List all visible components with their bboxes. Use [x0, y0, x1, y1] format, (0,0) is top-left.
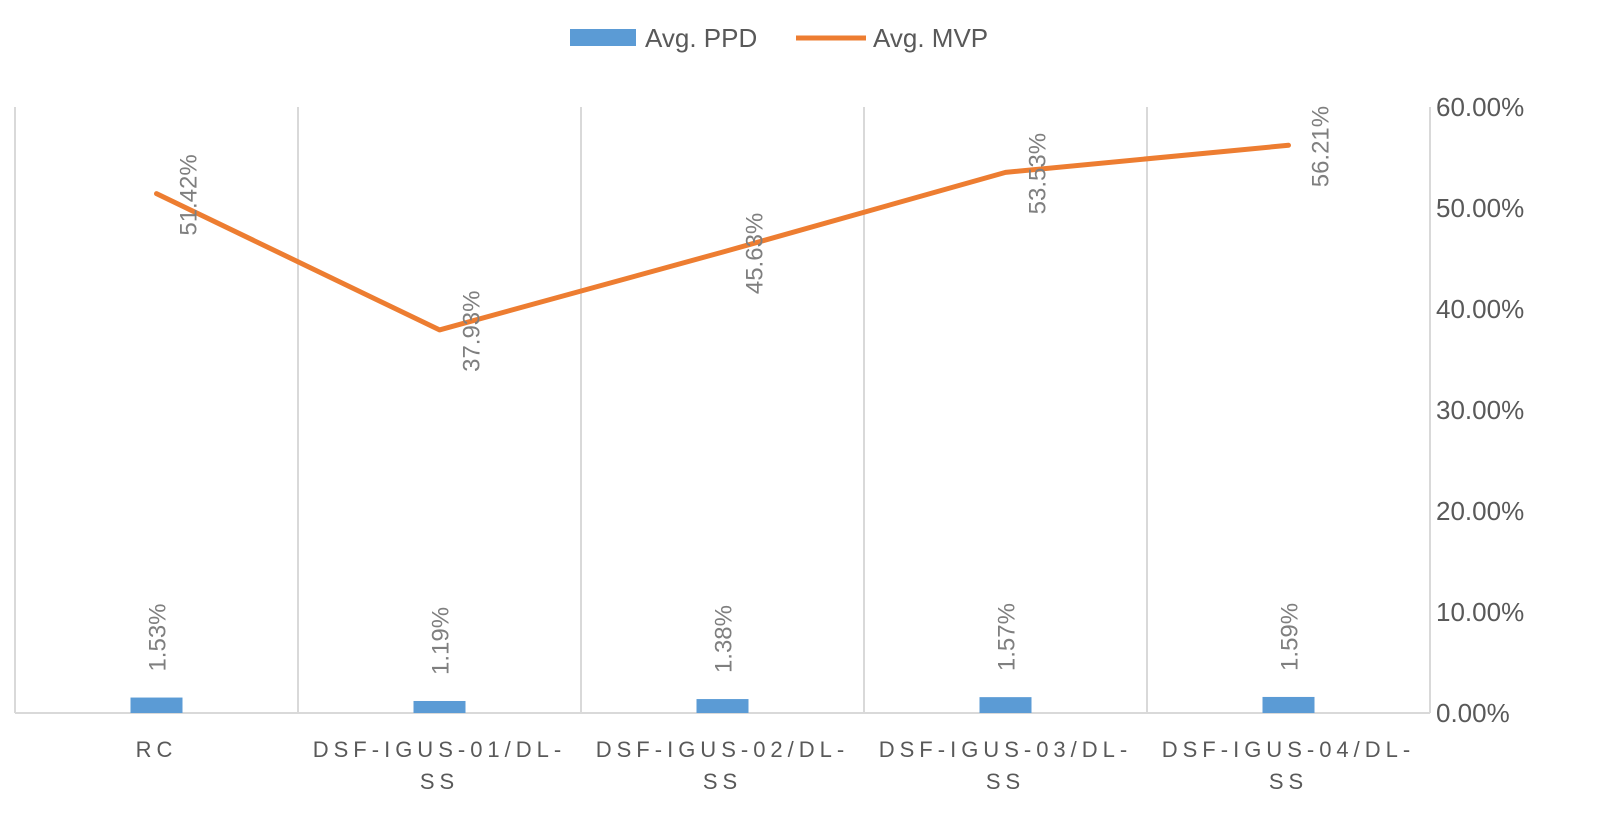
- x-category-label: SS: [420, 769, 459, 794]
- ppd-data-label: 1.53%: [145, 603, 172, 671]
- ppd-bars: [130, 696, 1315, 713]
- y-tick-label: 50.00%: [1436, 193, 1524, 223]
- ppd-data-label: 1.59%: [1277, 603, 1304, 671]
- x-category-label: SS: [1269, 769, 1308, 794]
- ppd-data-label: 1.57%: [994, 603, 1021, 671]
- mvp-line: [154, 142, 1291, 333]
- x-category-label: RC: [136, 737, 178, 762]
- x-axis: RC DSF-IGUS-01/DL- SS DSF-IGUS-02/DL- SS DSF-…: [136, 737, 1415, 794]
- ppd-bar: [130, 697, 183, 713]
- x-category-label: SS: [986, 769, 1025, 794]
- ppd-bar: [413, 700, 466, 713]
- x-category-label: DSF-IGUS-04/DL-: [1162, 737, 1415, 762]
- x-category-label: DSF-IGUS-03/DL-: [879, 737, 1132, 762]
- ppd-data-label: 1.38%: [711, 605, 738, 673]
- mvp-data-label: 45.63%: [742, 213, 769, 294]
- legend-ppd-label: Avg. PPD: [645, 23, 757, 53]
- y-tick-label: 60.00%: [1436, 92, 1524, 122]
- y-axis: 0.00% 10.00% 20.00% 30.00% 40.00% 50.00% 60.00…: [1436, 92, 1524, 728]
- y-tick-label: 10.00%: [1436, 597, 1524, 627]
- y-tick-label: 20.00%: [1436, 496, 1524, 526]
- ppd-bar: [696, 699, 749, 713]
- mvp-data-label: 56.21%: [1308, 106, 1335, 187]
- x-category-label: SS: [703, 769, 742, 794]
- legend-mvp-label: Avg. MVP: [873, 23, 988, 53]
- mvp-data-label: 51.42%: [176, 154, 203, 235]
- mvp-data-label: 37.93%: [459, 291, 486, 372]
- y-tick-label: 30.00%: [1436, 395, 1524, 425]
- category-gridlines: [14, 107, 1431, 714]
- ppd-data-label: 1.19%: [428, 607, 455, 675]
- ppd-bar: [1262, 696, 1315, 713]
- y-tick-label: 40.00%: [1436, 294, 1524, 324]
- data-labels: 1.53% 1.19% 1.38% 1.57% 1.59% 51.42% 37.93% 45.…: [145, 106, 1335, 675]
- ppd-bar: [979, 697, 1032, 713]
- legend: Avg. PPD Avg. MVP: [570, 23, 988, 53]
- mvp-line-path: [154, 142, 1291, 333]
- y-tick-label: 0.00%: [1436, 698, 1510, 728]
- mvp-data-label: 53.53%: [1025, 133, 1052, 214]
- legend-ppd-swatch: [570, 29, 636, 46]
- x-category-label: DSF-IGUS-01/DL-: [313, 737, 566, 762]
- x-category-label: DSF-IGUS-02/DL-: [596, 737, 849, 762]
